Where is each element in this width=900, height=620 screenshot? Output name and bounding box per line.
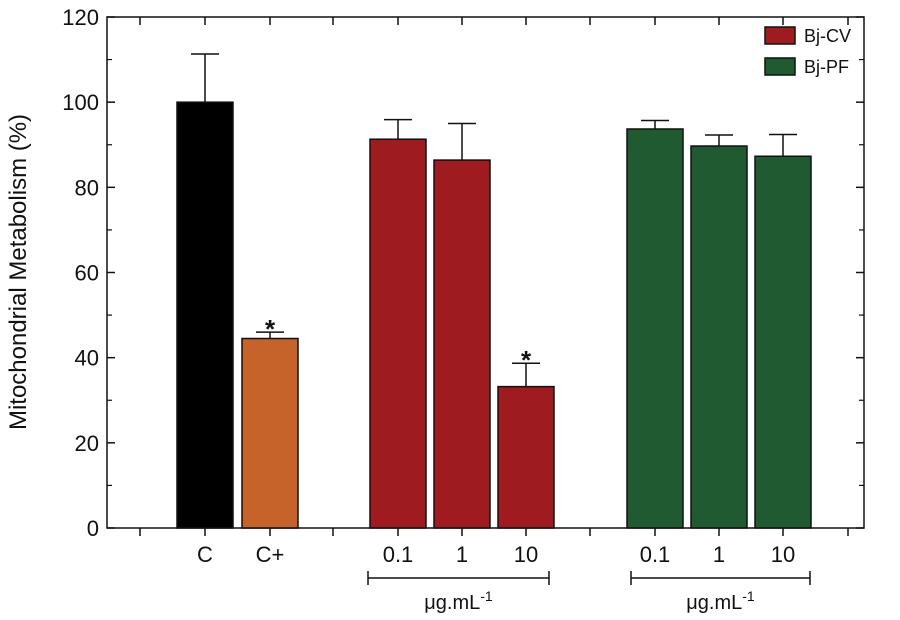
legend-label: Bj-CV — [804, 26, 851, 46]
x-category-label: 0.1 — [383, 542, 414, 567]
bar-0.1 — [369, 138, 427, 529]
significance-mark: * — [521, 345, 532, 375]
concentration-unit-label: μg.mL-1 — [686, 588, 755, 614]
concentration-unit-label: μg.mL-1 — [424, 588, 493, 614]
x-category-label: 0.1 — [640, 542, 671, 567]
x-category-label: 1 — [713, 542, 725, 567]
legend: Bj-CV Bj-PF — [764, 26, 851, 77]
bar-1 — [433, 159, 491, 529]
y-tick-label: 0 — [87, 516, 99, 541]
bar-1 — [690, 145, 748, 529]
bars — [176, 53, 812, 529]
x-category-label: 10 — [771, 542, 795, 567]
legend-swatch — [764, 57, 796, 76]
x-category-label: 10 — [514, 542, 538, 567]
legend-swatch — [764, 26, 796, 45]
y-tick-label: 60 — [75, 261, 99, 286]
legend-label: Bj-PF — [804, 57, 849, 77]
y-tick-label: 120 — [62, 5, 99, 30]
bar-C+ — [241, 337, 299, 529]
y-tick-label: 100 — [62, 90, 99, 115]
x-category-label: C — [197, 542, 213, 567]
y-tick-label: 80 — [75, 175, 99, 200]
x-category-label: 1 — [456, 542, 468, 567]
x-category-label: C+ — [256, 542, 285, 567]
y-axis-label: Mitochondrial Metabolism (%) — [5, 114, 32, 430]
axis-labels: 0 20 40 60 80 100 120 C * C+ 0.1 1 * 10 0.1 1 10 μg.mL-1 μ… — [62, 5, 811, 614]
bar-10 — [754, 155, 812, 529]
bar-10 — [497, 385, 555, 529]
significance-mark: * — [265, 314, 276, 344]
axis-ticks — [107, 16, 864, 536]
y-tick-label: 40 — [75, 346, 99, 371]
y-tick-label: 20 — [75, 431, 99, 456]
bar-C — [176, 101, 234, 529]
bar-0.1 — [626, 128, 684, 529]
